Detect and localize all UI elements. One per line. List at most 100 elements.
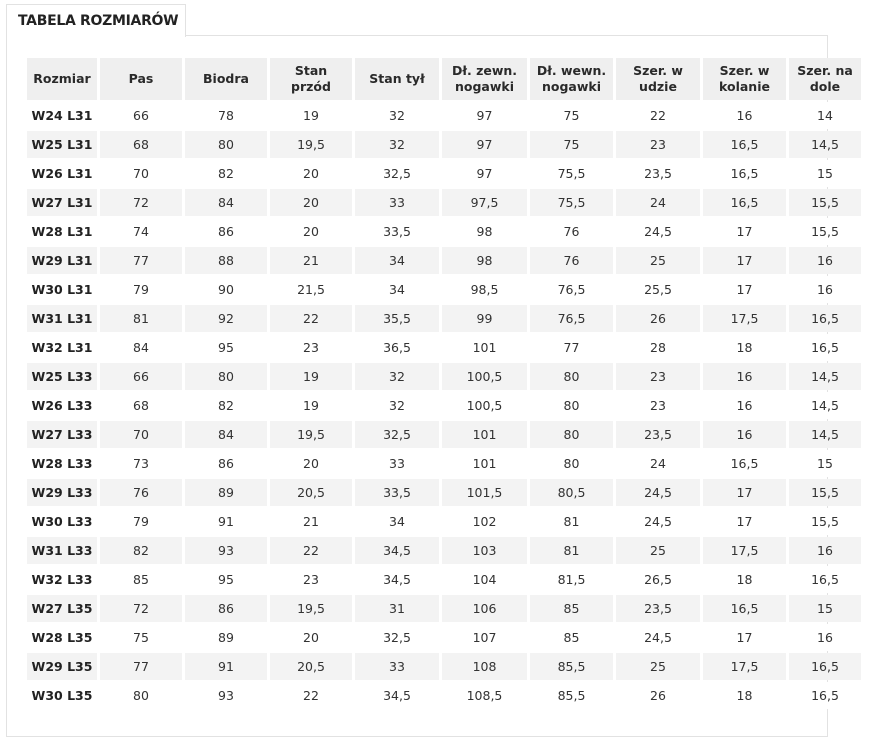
value-cell: 93 — [185, 682, 267, 709]
value-cell: 31 — [355, 595, 439, 622]
size-cell: W29 L35 — [27, 653, 97, 680]
table-row: W25 L33 66 80 19 32 100,5 80 23 16 14,5 — [27, 363, 861, 390]
value-cell: 16,5 — [789, 653, 861, 680]
value-cell: 25 — [616, 653, 700, 680]
value-cell: 80 — [530, 363, 613, 390]
table-row: W27 L35 72 86 19,5 31 106 85 23,5 16,5 15 — [27, 595, 861, 622]
value-cell: 15 — [789, 160, 861, 187]
table-row: W32 L31 84 95 23 36,5 101 77 28 18 16,5 — [27, 334, 861, 361]
value-cell: 76 — [530, 247, 613, 274]
value-cell: 72 — [100, 189, 182, 216]
value-cell: 66 — [100, 363, 182, 390]
value-cell: 28 — [616, 334, 700, 361]
value-cell: 101,5 — [442, 479, 527, 506]
column-header: Stan przód — [270, 58, 352, 100]
value-cell: 16 — [789, 247, 861, 274]
value-cell: 20 — [270, 189, 352, 216]
value-cell: 97 — [442, 160, 527, 187]
value-cell: 17 — [703, 508, 786, 535]
value-cell: 89 — [185, 624, 267, 651]
value-cell: 84 — [185, 189, 267, 216]
value-cell: 16,5 — [703, 189, 786, 216]
value-cell: 17,5 — [703, 537, 786, 564]
value-cell: 16,5 — [789, 334, 861, 361]
value-cell: 101 — [442, 421, 527, 448]
table-row: W28 L31 74 86 20 33,5 98 76 24,5 17 15,5 — [27, 218, 861, 245]
table-row: W29 L31 77 88 21 34 98 76 25 17 16 — [27, 247, 861, 274]
value-cell: 75 — [530, 131, 613, 158]
value-cell: 85 — [530, 595, 613, 622]
value-cell: 23 — [616, 363, 700, 390]
column-header: Dł. wewn. nogawki — [530, 58, 613, 100]
value-cell: 22 — [616, 102, 700, 129]
value-cell: 34,5 — [355, 537, 439, 564]
value-cell: 17 — [703, 624, 786, 651]
value-cell: 32,5 — [355, 160, 439, 187]
value-cell: 14,5 — [789, 131, 861, 158]
value-cell: 79 — [100, 276, 182, 303]
value-cell: 33,5 — [355, 479, 439, 506]
table-row: W32 L33 85 95 23 34,5 104 81,5 26,5 18 16,5 — [27, 566, 861, 593]
value-cell: 76,5 — [530, 305, 613, 332]
value-cell: 66 — [100, 102, 182, 129]
value-cell: 100,5 — [442, 392, 527, 419]
value-cell: 24,5 — [616, 218, 700, 245]
size-cell: W24 L31 — [27, 102, 97, 129]
size-cell: W27 L31 — [27, 189, 97, 216]
size-cell: W25 L31 — [27, 131, 97, 158]
value-cell: 104 — [442, 566, 527, 593]
column-header: Szer. w udzie — [616, 58, 700, 100]
value-cell: 36,5 — [355, 334, 439, 361]
value-cell: 21 — [270, 247, 352, 274]
value-cell: 68 — [100, 392, 182, 419]
size-table: Rozmiar Pas Biodra Stan przód Stan tył Dł. zew… — [24, 56, 864, 711]
value-cell: 93 — [185, 537, 267, 564]
value-cell: 20 — [270, 624, 352, 651]
size-cell: W28 L31 — [27, 218, 97, 245]
value-cell: 19 — [270, 102, 352, 129]
value-cell: 19,5 — [270, 421, 352, 448]
size-cell: W27 L33 — [27, 421, 97, 448]
value-cell: 26 — [616, 682, 700, 709]
value-cell: 14,5 — [789, 363, 861, 390]
value-cell: 23 — [616, 131, 700, 158]
value-cell: 35,5 — [355, 305, 439, 332]
value-cell: 97 — [442, 102, 527, 129]
value-cell: 22 — [270, 305, 352, 332]
value-cell: 16 — [703, 363, 786, 390]
value-cell: 23,5 — [616, 595, 700, 622]
value-cell: 20 — [270, 160, 352, 187]
value-cell: 95 — [185, 566, 267, 593]
size-cell: W32 L31 — [27, 334, 97, 361]
value-cell: 81,5 — [530, 566, 613, 593]
value-cell: 77 — [100, 653, 182, 680]
table-row: W27 L31 72 84 20 33 97,5 75,5 24 16,5 15,5 — [27, 189, 861, 216]
value-cell: 33,5 — [355, 218, 439, 245]
value-cell: 85,5 — [530, 653, 613, 680]
value-cell: 21 — [270, 508, 352, 535]
tab-size-table[interactable]: TABELA ROZMIARÓW — [6, 4, 186, 37]
value-cell: 23,5 — [616, 421, 700, 448]
value-cell: 85 — [530, 624, 613, 651]
value-cell: 16,5 — [703, 450, 786, 477]
value-cell: 78 — [185, 102, 267, 129]
table-row: W26 L33 68 82 19 32 100,5 80 23 16 14,5 — [27, 392, 861, 419]
value-cell: 17 — [703, 247, 786, 274]
column-header: Szer. na dole — [789, 58, 861, 100]
value-cell: 23 — [270, 566, 352, 593]
value-cell: 107 — [442, 624, 527, 651]
value-cell: 34 — [355, 276, 439, 303]
size-cell: W28 L33 — [27, 450, 97, 477]
value-cell: 21,5 — [270, 276, 352, 303]
value-cell: 84 — [100, 334, 182, 361]
value-cell: 80 — [530, 421, 613, 448]
value-cell: 98 — [442, 247, 527, 274]
value-cell: 32 — [355, 392, 439, 419]
size-cell: W25 L33 — [27, 363, 97, 390]
value-cell: 17 — [703, 276, 786, 303]
value-cell: 16,5 — [789, 682, 861, 709]
value-cell: 24 — [616, 189, 700, 216]
value-cell: 32 — [355, 363, 439, 390]
table-row: W25 L31 68 80 19,5 32 97 75 23 16,5 14,5 — [27, 131, 861, 158]
value-cell: 16,5 — [789, 305, 861, 332]
